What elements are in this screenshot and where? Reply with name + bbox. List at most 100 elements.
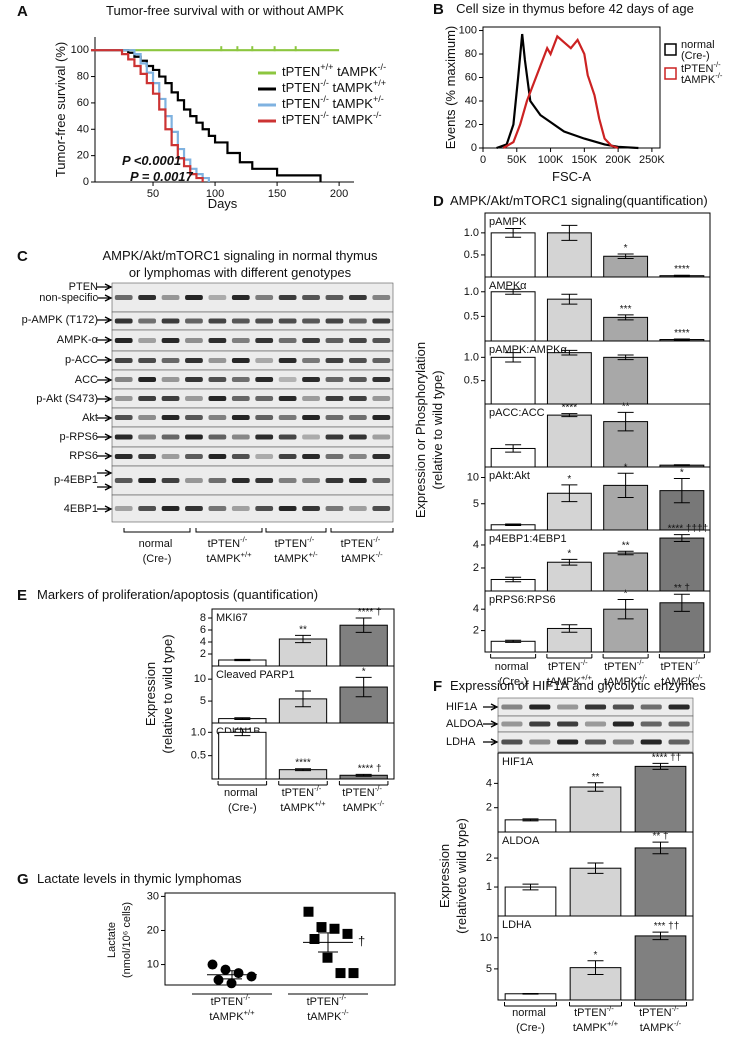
blot-band: [185, 434, 203, 440]
y-tick-label: 20: [147, 924, 159, 936]
y-tick-label: 4: [473, 539, 479, 551]
y-tick-label: 2: [486, 852, 492, 864]
significance-label: ****: [295, 757, 311, 768]
blot-band: [161, 454, 180, 459]
arrow: [97, 469, 113, 477]
blot-strip: [111, 465, 394, 496]
blot-band: [302, 377, 320, 382]
error-bar: [561, 349, 578, 356]
blot-band: [138, 478, 157, 483]
y-tick-label: 2: [473, 625, 479, 637]
y-tick-label: 5: [473, 498, 479, 510]
row-label: non-specific: [39, 292, 98, 304]
row-label: p-4EBP1: [54, 474, 98, 486]
blot-band: [278, 478, 297, 483]
error-bar: [505, 444, 522, 453]
error-bar: [234, 728, 251, 737]
legend-label: tPTEN-/- tAMPK-/-: [681, 60, 724, 86]
y-tick-label: 10: [194, 673, 206, 685]
y-tick-label: 40: [465, 95, 477, 107]
blot-band: [231, 318, 250, 324]
row-label: p-AMPK (T172): [22, 314, 98, 326]
blot-band: [584, 704, 607, 710]
blot-band: [231, 478, 250, 483]
y-axis-label: (nmol/10⁶ cells): [121, 902, 133, 978]
blot-band: [208, 318, 227, 324]
y-axis-label: Lactate: [106, 922, 118, 958]
blot-band: [185, 318, 203, 324]
blot-band: [668, 721, 690, 727]
blot-band: [278, 396, 297, 401]
error-bar: [673, 464, 690, 467]
significance-label: *** ††: [654, 921, 680, 932]
panel-name: ALDOA: [502, 835, 540, 847]
row-label: 4EBP1: [64, 503, 98, 515]
panel-name: pAMPK: [489, 216, 527, 228]
x-tick-label: 150: [268, 188, 286, 200]
blot-band: [278, 434, 297, 440]
error-bar: [617, 411, 634, 432]
annotation: P <0.0001: [122, 153, 181, 168]
blot-band: [231, 434, 250, 440]
blot-band: [372, 338, 391, 343]
blot-band: [138, 358, 157, 363]
point: [226, 978, 237, 989]
arrow: [97, 376, 113, 384]
row-label: ACC: [75, 374, 98, 386]
blot-band: [138, 318, 157, 324]
blot-band: [208, 396, 227, 401]
blot-band: [529, 739, 551, 745]
annotation: P = 0.0017: [130, 169, 194, 184]
y-tick-label: 20: [465, 118, 477, 130]
error-bar: [617, 314, 634, 321]
blot-band: [372, 415, 391, 420]
blot-band: [278, 318, 297, 324]
x-tick-label: tPTEN-/- tAMPK+/+: [573, 1004, 619, 1034]
blot-band: [501, 704, 523, 710]
point: [322, 952, 333, 963]
error-bar: [355, 617, 372, 633]
significance-label: *: [624, 243, 628, 254]
significance-label: *: [567, 548, 571, 559]
error-bar: [222, 970, 242, 980]
blot-band: [185, 295, 203, 300]
y-tick-label: 2: [473, 562, 479, 574]
blot-band: [208, 358, 227, 363]
y-tick-label: 8: [200, 612, 206, 624]
significance-label: ****: [674, 264, 690, 275]
blot-band: [231, 377, 250, 382]
error-bar: [673, 593, 690, 612]
x-tick-label: normal (Cre-): [512, 1007, 549, 1034]
blot-band: [668, 704, 690, 710]
blot-strip: [111, 494, 394, 523]
panel-name: LDHA: [502, 919, 532, 931]
blot-band: [231, 396, 250, 401]
blot-band: [325, 295, 344, 300]
blot-band: [302, 506, 320, 511]
error-bar: [673, 534, 690, 543]
error-bar: [587, 862, 604, 874]
panel-label: G: [17, 871, 29, 888]
chart-title: Expression of HIF1A and glycolytic enzym…: [450, 678, 706, 693]
panel-name: pRPS6:RPS6: [489, 594, 556, 606]
blot-band: [372, 478, 391, 483]
panel-name: AMPKα: [489, 280, 527, 292]
blot-band: [138, 338, 157, 343]
blot-band: [255, 338, 274, 343]
error-bar: [652, 931, 669, 941]
bar: [546, 561, 592, 592]
blot-band: [208, 454, 227, 459]
x-tick-label: 250K: [639, 154, 665, 166]
point: [316, 922, 327, 933]
y-tick-label: 1.0: [464, 227, 479, 239]
error-bar: [673, 274, 690, 277]
blot-band: [114, 478, 133, 483]
arrow: [97, 452, 113, 460]
blot-band: [114, 358, 133, 363]
blot-band: [208, 338, 227, 343]
blot-band: [255, 377, 274, 382]
blot-band: [255, 358, 274, 363]
blot-band: [161, 396, 180, 401]
row-label: p-Akt (S473): [36, 393, 98, 405]
blot-band: [501, 721, 523, 727]
